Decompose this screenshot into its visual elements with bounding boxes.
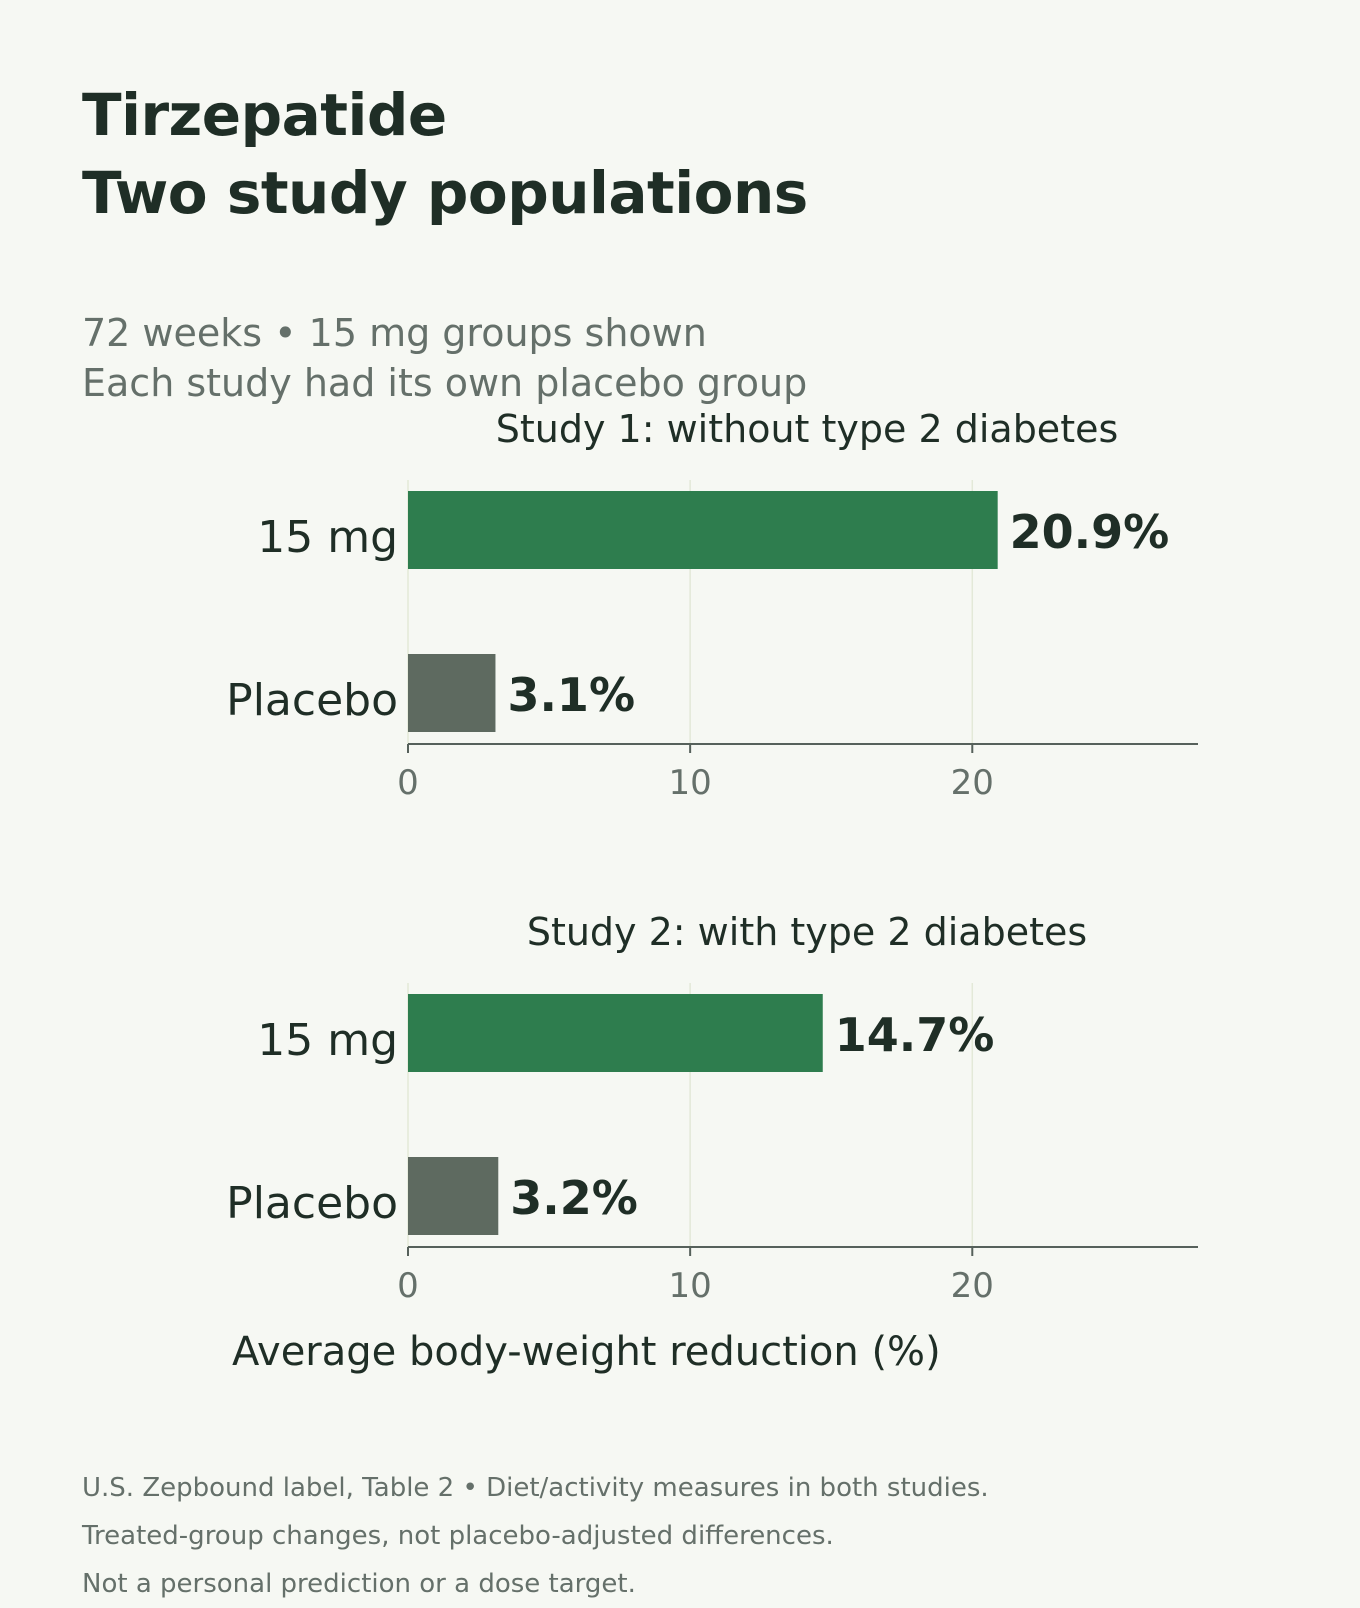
footnote-2: Treated-group changes, not placebo-adjus…	[82, 1521, 834, 1551]
bar-2-placebo	[408, 1157, 499, 1235]
x-tick-label: 10	[669, 1266, 712, 1306]
category-label: 15 mg	[257, 512, 398, 563]
title-line-2: Two study populations	[82, 159, 808, 227]
chart-title-2: Study 2: with type 2 diabetes	[527, 910, 1087, 954]
bar-1-treatment	[408, 491, 998, 569]
chart-title-1: Study 1: without type 2 diabetes	[496, 407, 1119, 451]
footnotes: U.S. Zepbound label, Table 2 • Diet/acti…	[82, 1464, 989, 1608]
category-label: Placebo	[226, 675, 398, 726]
x-tick-label: 0	[397, 763, 419, 803]
value-label: 14.7%	[835, 1008, 995, 1062]
subtitle-line-1: 72 weeks • 15 mg groups shown	[82, 311, 707, 355]
category-label: 15 mg	[257, 1015, 398, 1066]
x-tick-label: 20	[951, 1266, 994, 1306]
x-tick-label: 0	[397, 1266, 419, 1306]
x-tick-label: 10	[669, 763, 712, 803]
x-axis-label: Average body-weight reduction (%)	[232, 1329, 941, 1375]
page-title: Tirzepatide Two study populations	[82, 76, 808, 232]
subtitle-line-2: Each study had its own placebo group	[82, 361, 808, 405]
value-label: 3.1%	[507, 668, 635, 722]
x-tick-label: 20	[951, 763, 994, 803]
value-label: 20.9%	[1010, 505, 1170, 559]
bar-2-treatment	[408, 994, 823, 1072]
bar-1-placebo	[408, 654, 496, 732]
footnote-1: U.S. Zepbound label, Table 2 • Diet/acti…	[82, 1473, 989, 1503]
title-line-1: Tirzepatide	[82, 81, 447, 149]
value-label: 3.2%	[510, 1171, 638, 1225]
subtitle: 72 weeks • 15 mg groups shown Each study…	[82, 308, 807, 408]
category-label: Placebo	[226, 1178, 398, 1229]
footnote-3: Not a personal prediction or a dose targ…	[82, 1569, 636, 1599]
